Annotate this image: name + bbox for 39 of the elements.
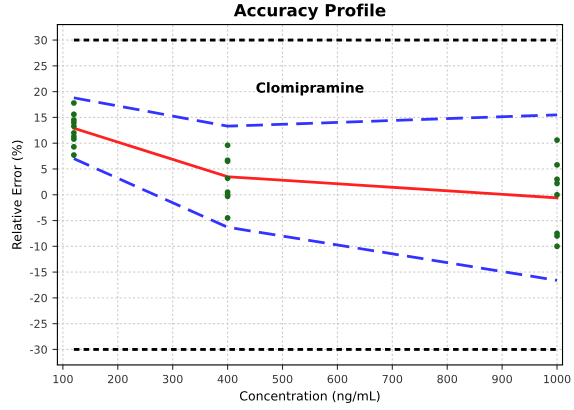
chart-title: Accuracy Profile <box>234 4 386 20</box>
x-tick-label: 200 <box>108 374 128 384</box>
point <box>224 175 230 182</box>
point <box>554 180 560 186</box>
point <box>70 111 77 118</box>
x-axis-title: Concentration (ng/mL) <box>240 390 380 404</box>
x-tick-label: 600 <box>328 374 348 384</box>
point <box>554 162 560 168</box>
annotation: Clomipramine <box>256 82 364 96</box>
point <box>554 243 560 250</box>
x-tick-label: 800 <box>437 374 458 384</box>
y-tick-label: 20 <box>34 88 47 96</box>
y-tick-label: 0 <box>41 190 47 200</box>
point <box>554 192 560 198</box>
y-tick-label: -30 <box>30 345 47 354</box>
y-tick-label: 5 <box>41 165 47 174</box>
point <box>224 142 230 148</box>
x-tick-label: 1000 <box>544 374 570 384</box>
x-tick-label: 700 <box>382 374 402 384</box>
point <box>70 152 77 158</box>
y-tick-label: -10 <box>30 242 47 251</box>
x-tick-label: 400 <box>218 374 238 384</box>
x-tick-label: 100 <box>54 374 73 384</box>
y-tick-label: -15 <box>30 268 47 276</box>
y-tick-label: -5 <box>37 216 47 225</box>
x-tick-label: 500 <box>272 374 292 384</box>
y-tick-label: 15 <box>34 114 47 122</box>
point <box>224 215 230 221</box>
point <box>70 144 77 150</box>
y-tick-label: 25 <box>34 62 47 70</box>
point <box>554 137 560 143</box>
y-tick-label: -25 <box>30 320 47 328</box>
y-axis-title: Relative Error (%) <box>12 140 24 249</box>
y-tick-label: 10 <box>34 139 47 148</box>
x-tick-label: 900 <box>492 374 512 384</box>
y-tick-label: -20 <box>30 294 47 302</box>
x-tick-label: 300 <box>162 374 183 384</box>
y-tick-label: 30 <box>34 36 47 44</box>
point <box>70 100 77 106</box>
